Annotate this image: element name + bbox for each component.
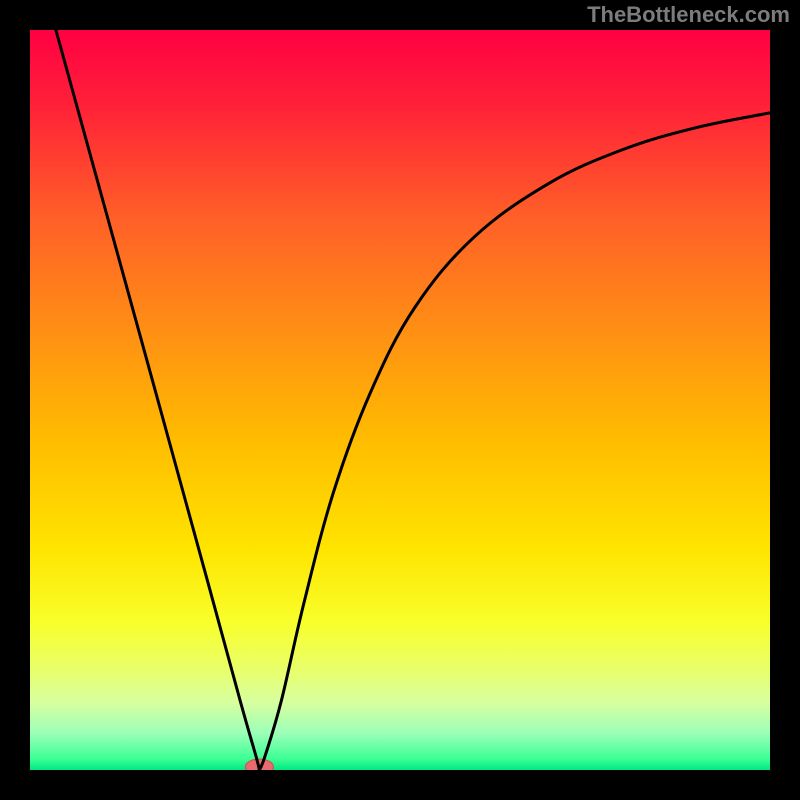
chart-container: TheBottleneck.com (0, 0, 800, 800)
curve-right-branch (259, 113, 770, 770)
curve-left-branch (56, 30, 260, 770)
watermark-text: TheBottleneck.com (587, 2, 790, 28)
plot-area (30, 30, 770, 770)
curve-overlay (30, 30, 770, 770)
